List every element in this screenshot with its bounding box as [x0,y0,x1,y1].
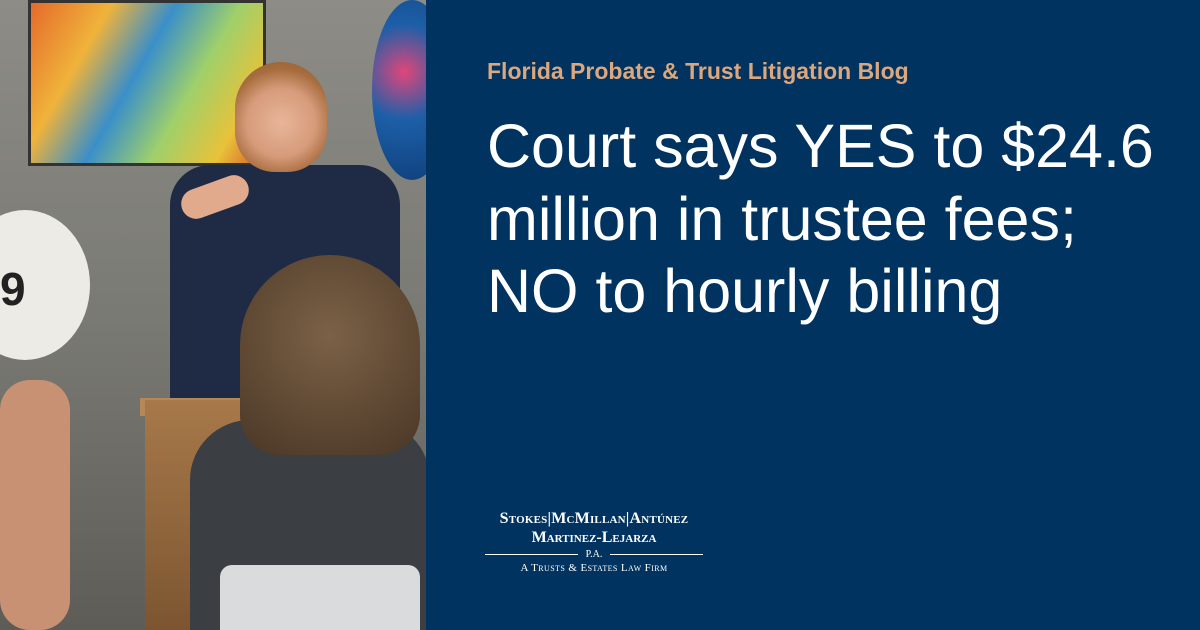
logo-pa-text: P.A. [585,549,603,560]
auction-photo: 9 [0,0,426,630]
logo-line-2: Martinez-Lejarza [531,529,657,546]
logo-tagline: A Trusts & Estates Law Firm [520,562,668,574]
round-painting [372,0,426,180]
logo-rule-left [485,554,578,555]
raised-hand [0,380,70,630]
logo-rule-right [610,554,703,555]
auctioneer-head [235,62,327,172]
headline: Court says YES to $24.6 million in trust… [487,112,1154,325]
paddle-number: 9 [0,263,26,315]
blog-name: Florida Probate & Trust Litigation Blog [487,58,909,84]
chair [220,565,420,630]
painting [28,0,266,166]
logo-pa: P.A. [485,549,703,560]
firm-logo: Stokes|McMillan|Antúnez Martinez-Lejarza… [485,510,703,574]
logo-line-1: Stokes|McMillan|Antúnez [499,510,689,527]
audience-member-head [240,255,420,455]
